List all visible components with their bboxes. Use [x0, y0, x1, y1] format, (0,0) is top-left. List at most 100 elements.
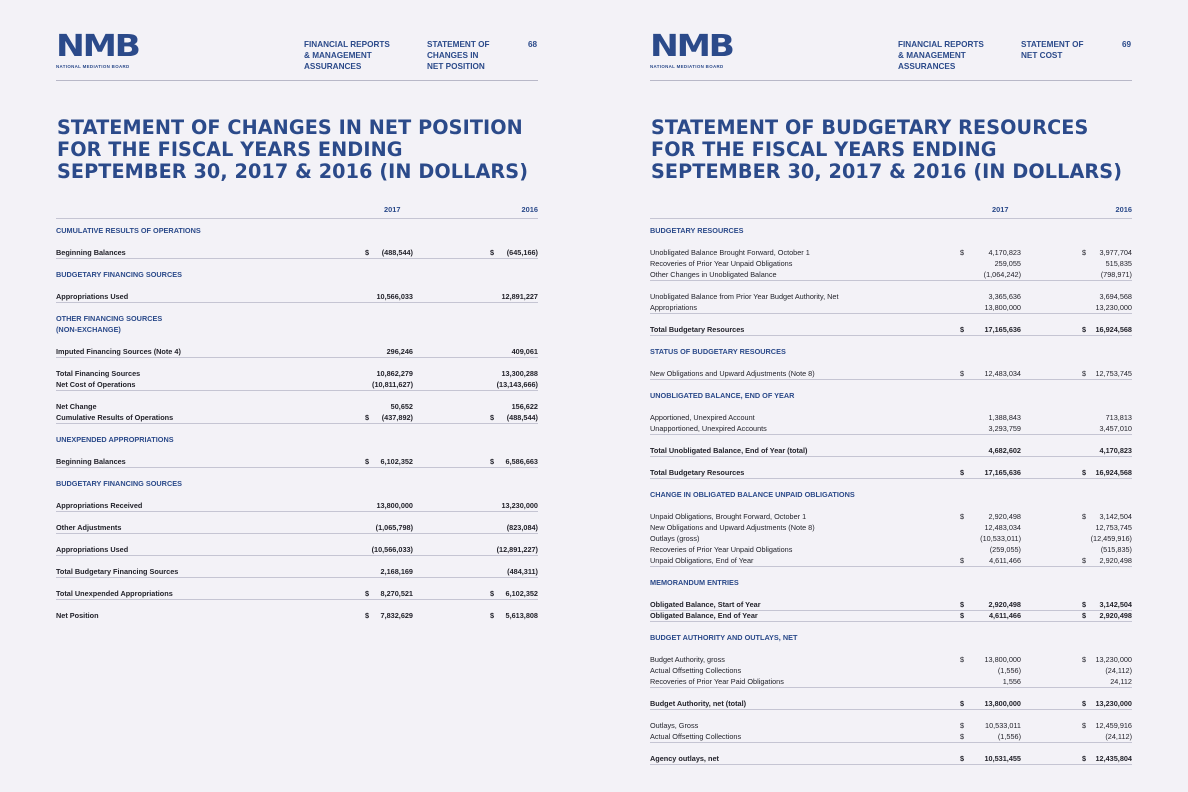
value-2016: (24,112): [1105, 732, 1132, 741]
row-label: Outlays (gross): [650, 534, 700, 543]
row-label: Cumulative Results of Operations: [56, 413, 174, 422]
value-2017: 17,165,636: [984, 468, 1021, 477]
value-2017: (10,533,011): [980, 534, 1021, 543]
currency-symbol: $: [960, 325, 965, 334]
header-statement: STATEMENT OF NET COST: [1021, 40, 1084, 60]
row-label: Total Budgetary Resources: [650, 325, 745, 334]
currency-symbol: $: [1082, 655, 1087, 664]
table-row: Beginning Balances $ $ (488,544) (645,166): [56, 247, 538, 259]
currency-symbol: $: [1082, 721, 1087, 730]
value-2016: (13,143,666): [496, 380, 538, 389]
nmb-logo: NMB NATIONAL MEDIATION BOARD: [650, 32, 740, 70]
row-label: CUMULATIVE RESULTS OF OPERATIONS: [56, 226, 201, 235]
value-2016: (488,544): [506, 413, 538, 422]
value-2016: 13,230,000: [1095, 303, 1132, 312]
value-2016: 6,586,663: [505, 457, 538, 466]
section-heading: STATUS OF BUDGETARY RESOURCES: [650, 346, 1132, 357]
table-row: Recoveries of Prior Year Unpaid Obligati…: [650, 258, 1132, 269]
table-row: Other Adjustments (1,065,798) (823,084): [56, 522, 538, 534]
row-label: Unobligated Balance from Prior Year Budg…: [650, 292, 839, 301]
value-2016: 12,753,745: [1095, 369, 1132, 378]
currency-symbol: $: [1082, 699, 1087, 708]
value-2017: 12,483,034: [984, 523, 1021, 532]
table-row: New Obligations and Upward Adjustments (…: [650, 368, 1132, 380]
table-row: Total Budgetary Resources $ $17,165,636 16,…: [650, 467, 1132, 479]
row-label: Budget Authority, net (total): [650, 699, 747, 708]
row-label: BUDGETARY RESOURCES: [650, 226, 744, 235]
value-2017: 4,170,823: [988, 248, 1021, 257]
row-label: Agency outlays, net: [650, 754, 719, 763]
value-2017: 2,920,498: [988, 512, 1021, 521]
table-row: Net Cost of Operations (10,811,627) (13,14…: [56, 379, 538, 391]
value-2017: 13,800,000: [376, 501, 413, 510]
table-row: Obligated Balance, Start of Year $ $2,920,…: [650, 599, 1132, 611]
column-headers: 2017 2016: [56, 204, 538, 219]
currency-symbol: $: [1082, 611, 1087, 620]
left-page: NMB NATIONAL MEDIATION BOARD FINANCIAL R…: [56, 32, 538, 620]
currency-symbol: $: [490, 248, 495, 257]
currency-symbol: $: [365, 413, 370, 422]
value-2016: 12,891,227: [501, 292, 538, 301]
value-2016: 5,613,808: [505, 611, 538, 620]
row-label: Actual Offsetting Collections: [650, 732, 742, 741]
section-heading: CUMULATIVE RESULTS OF OPERATIONS: [56, 225, 538, 236]
row-label: Recoveries of Prior Year Unpaid Obligati…: [650, 259, 793, 268]
table-row: Unobligated Balance from Prior Year Budg…: [650, 291, 1132, 302]
row-label: Imputed Financing Sources (Note 4): [56, 347, 181, 356]
table-row: Unpaid Obligations, Brought Forward, Oct…: [650, 511, 1132, 522]
table-row: Total Unobligated Balance, End of Year (…: [650, 445, 1132, 457]
currency-symbol: $: [960, 248, 965, 257]
value-2017: (10,811,627): [372, 380, 413, 389]
currency-symbol: $: [1082, 556, 1087, 565]
logo-subtitle: NATIONAL MEDIATION BOARD: [650, 64, 724, 69]
row-label: Obligated Balance, Start of Year: [650, 600, 761, 609]
value-2017: 13,800,000: [984, 655, 1021, 664]
currency-symbol: $: [960, 655, 965, 664]
value-2017: (1,556): [997, 666, 1021, 675]
row-label: Unpaid Obligations, End of Year: [650, 556, 754, 565]
value-2016: 409,061: [511, 347, 538, 356]
currency-symbol: $: [365, 611, 370, 620]
row-label: Appropriations Used: [56, 545, 129, 554]
row-label: Other Adjustments: [56, 523, 122, 532]
value-2016: 16,924,568: [1095, 325, 1132, 334]
table-row: Outlays, Gross $ $10,533,011 12,459,916: [650, 720, 1132, 731]
value-2016: 13,300,288: [501, 369, 538, 378]
currency-symbol: $: [1082, 468, 1087, 477]
logo-subtitle: NATIONAL MEDIATION BOARD: [56, 64, 130, 69]
value-2017: 13,800,000: [984, 303, 1021, 312]
nmb-logo: NMB NATIONAL MEDIATION BOARD: [56, 32, 146, 70]
value-2016: 6,102,352: [505, 589, 538, 598]
value-2017: 10,566,033: [376, 292, 413, 301]
value-2016: (645,166): [506, 248, 538, 257]
row-label: Other Changes in Unobligated Balance: [650, 270, 777, 279]
row-label: UNOBLIGATED BALANCE, END OF YEAR: [650, 391, 795, 400]
row-label: BUDGET AUTHORITY AND OUTLAYS, NET: [650, 633, 798, 642]
value-2016: 3,694,568: [1099, 292, 1132, 301]
value-2017: (437,892): [381, 413, 413, 422]
table-row: Total Budgetary Financing Sources 2,168,1…: [56, 566, 538, 578]
value-2016: (798,971): [1100, 270, 1132, 279]
column-headers: 2017 2016: [650, 204, 1132, 219]
row-label: Appropriations Used: [56, 292, 129, 301]
value-2016: 4,170,823: [1099, 446, 1132, 455]
row-label: Appropriations: [650, 303, 698, 312]
value-2016: (823,084): [506, 523, 538, 532]
value-2017: 4,611,466: [988, 611, 1021, 620]
currency-symbol: $: [365, 589, 370, 598]
row-label: Actual Offsetting Collections: [650, 666, 742, 675]
value-2017: 7,832,629: [380, 611, 413, 620]
value-2017: 3,293,759: [988, 424, 1021, 433]
currency-symbol: $: [960, 611, 965, 620]
column-2017: 2017: [384, 205, 401, 214]
header-section: FINANCIAL REPORTS & MANAGEMENT ASSURANCE…: [304, 40, 390, 71]
currency-symbol: $: [960, 512, 965, 521]
table-row: New Obligations and Upward Adjustments (…: [650, 522, 1132, 533]
row-label: New Obligations and Upward Adjustments (…: [650, 523, 815, 532]
value-2017: 3,365,636: [988, 292, 1021, 301]
value-2016: 3,977,704: [1099, 248, 1132, 257]
header-divider: [650, 80, 1132, 81]
value-2016: 515,835: [1105, 259, 1132, 268]
row-label: BUDGETARY FINANCING SOURCES: [56, 479, 182, 488]
table-row: Budget Authority, gross $ $13,800,000 13,23…: [650, 654, 1132, 665]
